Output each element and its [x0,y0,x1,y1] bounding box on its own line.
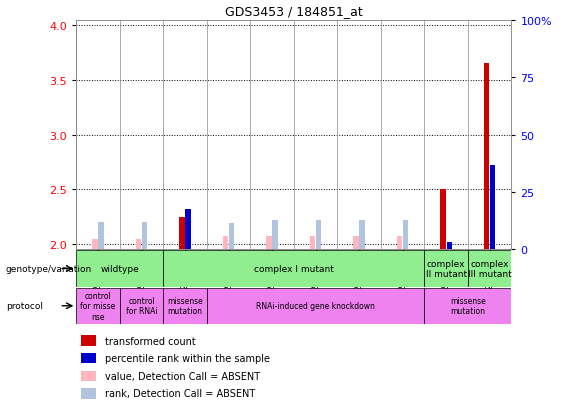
Bar [98,223,104,250]
Text: complex
II mutant: complex II mutant [425,259,467,278]
Bar [397,237,402,250]
Text: rank, Detection Call = ABSENT: rank, Detection Call = ABSENT [105,388,255,399]
Text: missense
mutation: missense mutation [167,297,203,316]
Bar [272,221,278,250]
Bar [446,242,452,250]
Text: genotype/variation: genotype/variation [6,264,92,273]
Bar [490,166,496,250]
Text: complex
III mutant: complex III mutant [468,259,511,278]
Bar [207,288,424,324]
Bar [120,288,163,324]
Bar [81,353,96,363]
Bar [223,237,228,250]
Bar [310,237,315,250]
Bar [81,371,96,381]
Bar [316,221,321,250]
Bar [136,239,141,250]
Bar [424,251,468,287]
Text: percentile rank within the sample: percentile rank within the sample [105,353,270,363]
Text: RNAi-induced gene knockdown: RNAi-induced gene knockdown [256,301,375,311]
Bar [403,221,408,250]
Bar [266,237,272,250]
Text: control
for misse
nse: control for misse nse [80,291,116,321]
Bar [229,224,234,250]
Bar [76,251,163,287]
Bar [353,237,359,250]
Bar [440,190,446,250]
Text: complex I mutant: complex I mutant [254,264,334,273]
Bar [185,209,191,250]
Bar [359,221,365,250]
Text: control
for RNAi: control for RNAi [126,297,157,316]
Bar [142,223,147,250]
Title: GDS3453 / 184851_at: GDS3453 / 184851_at [225,5,363,18]
Text: wildtype: wildtype [101,264,139,273]
Text: protocol: protocol [6,301,42,311]
Bar [179,217,185,250]
Bar [81,388,96,399]
Bar [81,335,96,346]
Text: missense
mutation: missense mutation [450,297,486,316]
Bar [92,239,98,250]
Text: value, Detection Call = ABSENT: value, Detection Call = ABSENT [105,371,260,381]
Text: transformed count: transformed count [105,336,195,346]
Bar [163,251,424,287]
Bar [468,251,511,287]
Bar [163,288,207,324]
Bar [424,288,511,324]
Bar [76,288,120,324]
Bar [484,64,489,250]
